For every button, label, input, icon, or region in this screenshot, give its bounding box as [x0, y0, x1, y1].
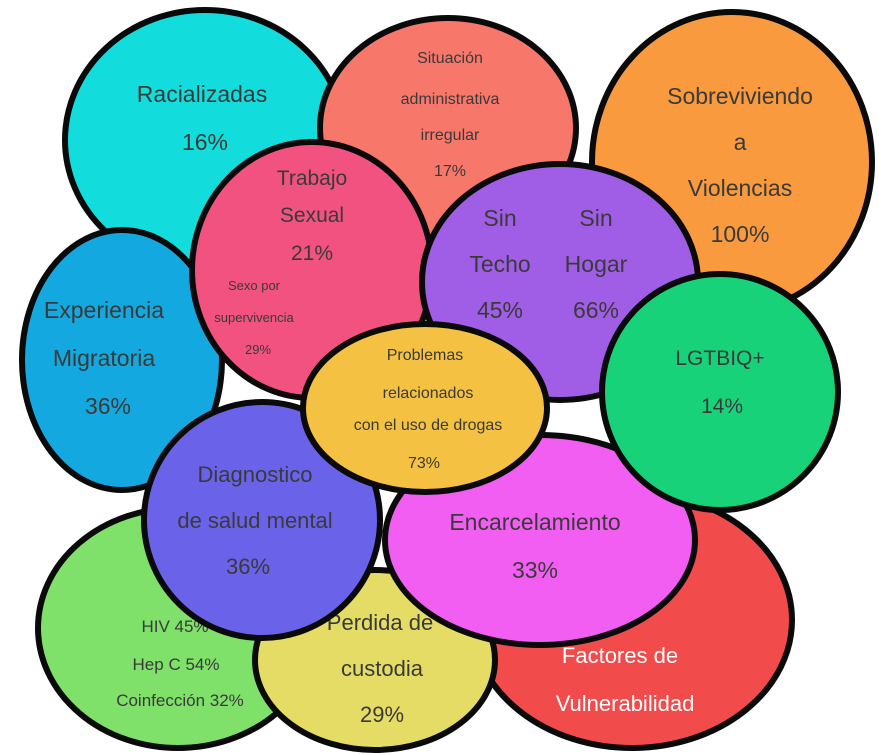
- bubble-admin-line-1: Situación: [417, 50, 483, 67]
- bubble-homeless-right-2: Hogar: [565, 251, 628, 277]
- bubble-sexwork-subline-1: Sexo por: [228, 278, 281, 293]
- bubble-hiv-line-2: Hep C 54%: [133, 655, 220, 674]
- bubble-mental-line-2: de salud mental: [177, 508, 332, 533]
- bubble-violence-line-1: Sobreviviendo: [667, 83, 813, 109]
- bubble-racialized-line-1: Racializadas: [137, 81, 267, 107]
- bubble-custody-line-3: 29%: [360, 702, 404, 727]
- bubble-racialized-line-2: 16%: [182, 129, 228, 155]
- bubble-custody-line-1: Perdida de: [327, 610, 433, 635]
- bubble-homeless-right-1: Sin: [579, 205, 612, 231]
- bubble-admin-line-3: irregular: [421, 127, 480, 144]
- bubble-lgtbiq-shape: [599, 271, 841, 513]
- bubble-admin-line-2: administrativa: [401, 91, 500, 108]
- bubble-sexwork-line-1: Trabajo: [277, 167, 347, 190]
- bubble-lgtbiq: LGTBIQ+ 14%: [599, 271, 841, 513]
- bubble-drugs-line-3: con el uso de drogas: [354, 417, 503, 434]
- bubble-migration-line-2: Migratoria: [53, 345, 155, 371]
- bubble-homeless-right-3: 66%: [573, 297, 619, 323]
- bubble-vulnerability-line-2: Vulnerabilidad: [556, 691, 695, 716]
- bubble-homeless-left-1: Sin: [483, 205, 516, 231]
- bubble-admin-line-4: 17%: [434, 163, 466, 180]
- bubble-sexwork-line-2: Sexual: [280, 204, 344, 227]
- bubble-hiv-line-1: HIV 45%: [141, 617, 208, 636]
- bubble-custody-line-2: custodia: [341, 656, 424, 681]
- bubble-sexwork-subline-3: 29%: [245, 342, 271, 357]
- bubble-drugs-line-1: Problemas: [387, 347, 463, 364]
- bubble-migration: Experiencia Migratoria 36%: [19, 227, 225, 493]
- bubble-homeless-left-3: 45%: [477, 297, 523, 323]
- bubble-drugs-shape: [300, 321, 550, 495]
- bubble-sexwork-subline-2: supervivencia: [214, 310, 294, 325]
- bubble-migration-line-3: 36%: [85, 393, 131, 419]
- bubble-violence-line-4: 100%: [711, 221, 770, 247]
- bubble-homeless-left-2: Techo: [469, 251, 530, 277]
- bubble-prison-line-1: Encarcelamiento: [449, 509, 620, 535]
- bubble-sexwork-line-3: 21%: [291, 242, 333, 265]
- bubble-mental-line-1: Diagnostico: [198, 462, 313, 487]
- bubble-lgtbiq-line-1: LGTBIQ+: [675, 347, 764, 370]
- bubble-drugs-line-2: relacionados: [383, 385, 474, 402]
- bubble-drugs: Problemas relacionados con el uso de dro…: [300, 321, 550, 495]
- bubble-migration-line-1: Experiencia: [44, 297, 164, 323]
- bubble-hiv-line-3: Coinfección 32%: [116, 691, 244, 710]
- bubble-mental: Diagnostico de salud mental 36%: [141, 399, 383, 641]
- bubble-mental-line-3: 36%: [226, 554, 270, 579]
- bubble-violence-line-3: Violencias: [688, 175, 792, 201]
- bubble-vulnerability-line-1: Factores de: [562, 643, 678, 668]
- bubble-drugs-line-4: 73%: [408, 455, 440, 472]
- bubble-mental-shape: [141, 399, 383, 641]
- bubble-prison-line-2: 33%: [512, 557, 558, 583]
- bubble-lgtbiq-line-2: 14%: [701, 395, 743, 418]
- bubble-violence-line-2: a: [734, 129, 747, 155]
- bubble-migration-shape: [19, 227, 225, 493]
